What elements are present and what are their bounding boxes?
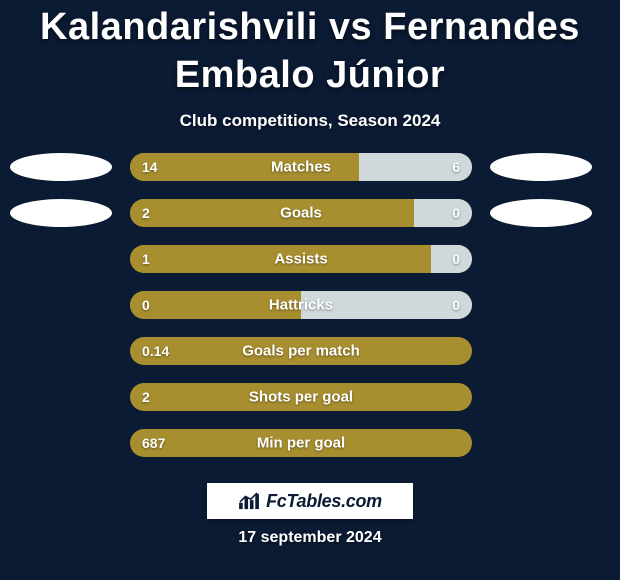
left-ellipse-slot <box>10 337 112 365</box>
stat-value-right: 0 <box>452 297 460 313</box>
bar-chart-icon <box>238 492 260 510</box>
stat-label: Goals per match <box>130 343 472 360</box>
right-ellipse-slot <box>490 199 592 227</box>
brand-text: FcTables.com <box>266 491 382 512</box>
stat-value-right: 0 <box>452 251 460 267</box>
stat-row: Shots per goal2 <box>10 383 610 411</box>
stat-bar: Min per goal687 <box>130 429 472 457</box>
stat-bar: Goals per match0.14 <box>130 337 472 365</box>
stats-container: Matches146Goals20Assists10Hattricks00Goa… <box>0 153 620 457</box>
stat-value-left: 0.14 <box>142 343 169 359</box>
stat-label: Min per goal <box>130 435 472 452</box>
page-subtitle: Club competitions, Season 2024 <box>0 111 620 131</box>
stat-label: Matches <box>130 159 472 176</box>
stat-value-right: 0 <box>452 205 460 221</box>
stat-value-left: 2 <box>142 205 150 221</box>
right-ellipse-slot <box>490 153 592 181</box>
stat-label: Goals <box>130 205 472 222</box>
stat-bar: Assists1 0 <box>130 245 472 273</box>
stat-value-left: 1 <box>142 251 150 267</box>
right-ellipse <box>490 199 592 227</box>
right-ellipse-slot <box>490 291 592 319</box>
stat-label: Hattricks <box>130 297 472 314</box>
stat-bar: Shots per goal2 <box>130 383 472 411</box>
left-ellipse-slot <box>10 199 112 227</box>
page-title: Kalandarishvili vs Fernandes Embalo Júni… <box>0 0 620 107</box>
right-ellipse <box>490 153 592 181</box>
stat-row: Goals per match0.14 <box>10 337 610 365</box>
stat-row: Hattricks0 0 <box>10 291 610 319</box>
stat-value-left: 14 <box>142 159 158 175</box>
right-ellipse-slot <box>490 245 592 273</box>
left-ellipse <box>10 199 112 227</box>
date-label: 17 september 2024 <box>0 529 620 547</box>
stat-value-right: 6 <box>452 159 460 175</box>
right-ellipse-slot <box>490 383 592 411</box>
stat-row: Matches14 6 <box>10 153 610 181</box>
stat-bar: Hattricks0 0 <box>130 291 472 319</box>
right-ellipse-slot <box>490 337 592 365</box>
stat-bar: Matches14 6 <box>130 153 472 181</box>
left-ellipse-slot <box>10 245 112 273</box>
stat-row: Goals2 0 <box>10 199 610 227</box>
stat-label: Shots per goal <box>130 389 472 406</box>
left-ellipse <box>10 153 112 181</box>
stat-value-left: 687 <box>142 435 165 451</box>
stat-value-left: 2 <box>142 389 150 405</box>
right-ellipse-slot <box>490 429 592 457</box>
stat-row: Assists1 0 <box>10 245 610 273</box>
stat-row: Min per goal687 <box>10 429 610 457</box>
stat-value-left: 0 <box>142 297 150 313</box>
brand-badge: FcTables.com <box>207 483 413 519</box>
left-ellipse-slot <box>10 429 112 457</box>
left-ellipse-slot <box>10 383 112 411</box>
stat-bar: Goals2 0 <box>130 199 472 227</box>
left-ellipse-slot <box>10 153 112 181</box>
stat-label: Assists <box>130 251 472 268</box>
left-ellipse-slot <box>10 291 112 319</box>
